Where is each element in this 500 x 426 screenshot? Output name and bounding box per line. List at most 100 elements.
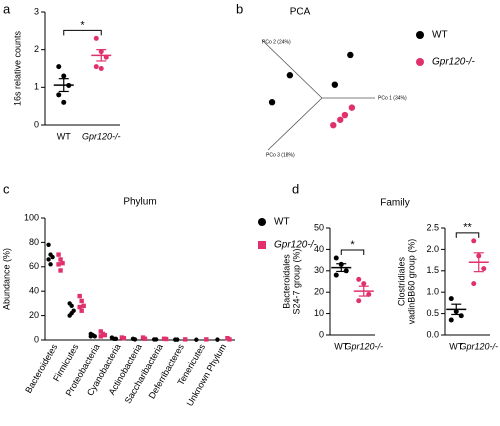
- y-tick-label: 0: [319, 329, 324, 339]
- data-point: [92, 334, 97, 339]
- y-tick-label: 60: [29, 261, 39, 271]
- x-tick-label: WT: [449, 341, 463, 351]
- panel-label: c: [3, 181, 10, 196]
- data-point: [227, 337, 232, 342]
- y-tick-label: 10: [314, 308, 324, 318]
- y-axis-label: Clostridiales: [396, 256, 406, 306]
- significance-bracket: [455, 232, 480, 238]
- pca-axis-label: PCo 2 (24%): [262, 39, 291, 45]
- data-point: [343, 268, 349, 274]
- x-tick-label: Gpr120-/-: [459, 341, 498, 351]
- data-point: [98, 66, 104, 71]
- data-point: [348, 104, 356, 111]
- y-tick-label: 2.5: [426, 222, 439, 232]
- data-point: [79, 298, 84, 304]
- y-tick-label: 0.5: [426, 308, 439, 318]
- y-tick-label: 50: [314, 222, 324, 232]
- y-tick-label: 80: [29, 237, 39, 247]
- data-point: [215, 337, 220, 342]
- legend-marker: [416, 58, 424, 66]
- data-point: [175, 337, 180, 342]
- data-point: [330, 121, 337, 129]
- data-point: [448, 296, 454, 302]
- y-axis-label: vadinBB60 group (%): [406, 239, 416, 325]
- data-point: [471, 281, 477, 287]
- legend-label: WT: [274, 217, 290, 228]
- y-axis-label: 16s relative counts: [12, 30, 22, 106]
- significance-bracket: [63, 29, 102, 36]
- data-point: [153, 337, 159, 342]
- data-point: [56, 262, 61, 267]
- y-tick-label: 1: [34, 82, 39, 92]
- y-tick-label: 3: [34, 6, 39, 16]
- data-point: [471, 238, 477, 244]
- y-tick-label: 0.0: [426, 329, 439, 339]
- panel-label: b: [236, 1, 243, 16]
- chart-title: PCA: [290, 7, 311, 18]
- data-point: [48, 262, 53, 267]
- data-point: [46, 257, 51, 262]
- y-tick-label: 2.0: [426, 244, 439, 254]
- y-tick-label: 20: [314, 287, 324, 297]
- x-tick-label: Bacteroidetes: [23, 342, 59, 395]
- y-tick-label: 100: [24, 212, 39, 222]
- significance-label: **: [463, 222, 472, 234]
- x-tick-label: Gpr120-/-: [344, 341, 383, 351]
- data-point: [58, 268, 63, 273]
- pca-axis: [261, 39, 323, 99]
- data-point: [98, 329, 103, 334]
- x-tick-label: Unknown Phylum: [185, 342, 229, 408]
- legend-label: WT: [432, 30, 448, 41]
- data-point: [204, 337, 209, 342]
- y-tick-label: 40: [29, 286, 39, 296]
- legend-marker: [416, 31, 424, 39]
- y-tick-label: 1.0: [426, 287, 439, 297]
- data-point: [56, 64, 62, 70]
- data-point: [79, 308, 84, 313]
- panel-label: d: [292, 181, 299, 196]
- data-point: [347, 51, 354, 59]
- data-point: [60, 260, 65, 266]
- data-point: [268, 99, 276, 106]
- y-tick-label: 30: [314, 265, 324, 275]
- data-point: [93, 64, 99, 70]
- data-point: [361, 281, 367, 287]
- significance-label: *: [80, 19, 85, 31]
- data-point: [50, 254, 55, 260]
- y-tick-label: 0: [34, 119, 39, 129]
- data-point: [98, 334, 103, 339]
- x-tick-label: WT: [334, 341, 348, 351]
- data-point: [333, 255, 339, 261]
- data-point: [56, 252, 61, 257]
- chart-title: Family: [380, 198, 409, 209]
- data-point: [132, 337, 138, 342]
- pca-axis-label: PCo 3 (18%): [266, 152, 295, 158]
- data-point: [194, 337, 199, 342]
- y-axis-label: S24-7 group (%): [291, 248, 301, 314]
- x-tick-label: WT: [57, 131, 71, 141]
- pca-axis-label: PCo 1 (34%): [378, 95, 407, 101]
- data-point: [331, 81, 339, 88]
- data-point: [102, 332, 107, 338]
- data-point: [56, 92, 62, 98]
- legend-marker: [258, 218, 266, 226]
- data-point: [77, 293, 82, 299]
- data-point: [337, 116, 344, 123]
- data-point: [58, 257, 63, 262]
- data-point: [356, 276, 362, 282]
- data-point: [481, 266, 487, 272]
- data-point: [121, 335, 127, 341]
- data-point: [69, 303, 74, 309]
- data-point: [61, 99, 67, 105]
- significance-label: *: [350, 239, 355, 251]
- pca-axis: [267, 97, 323, 151]
- data-point: [341, 111, 349, 119]
- y-tick-label: 1.5: [426, 265, 439, 275]
- data-point: [163, 336, 169, 342]
- y-axis-label: Abundance (%): [1, 248, 11, 310]
- legend-label: Gpr120-/-: [432, 57, 475, 68]
- y-axis-label: Bacteroidales: [281, 254, 291, 309]
- legend-marker: [258, 241, 266, 249]
- legend-label: Gpr120-/-: [274, 240, 317, 251]
